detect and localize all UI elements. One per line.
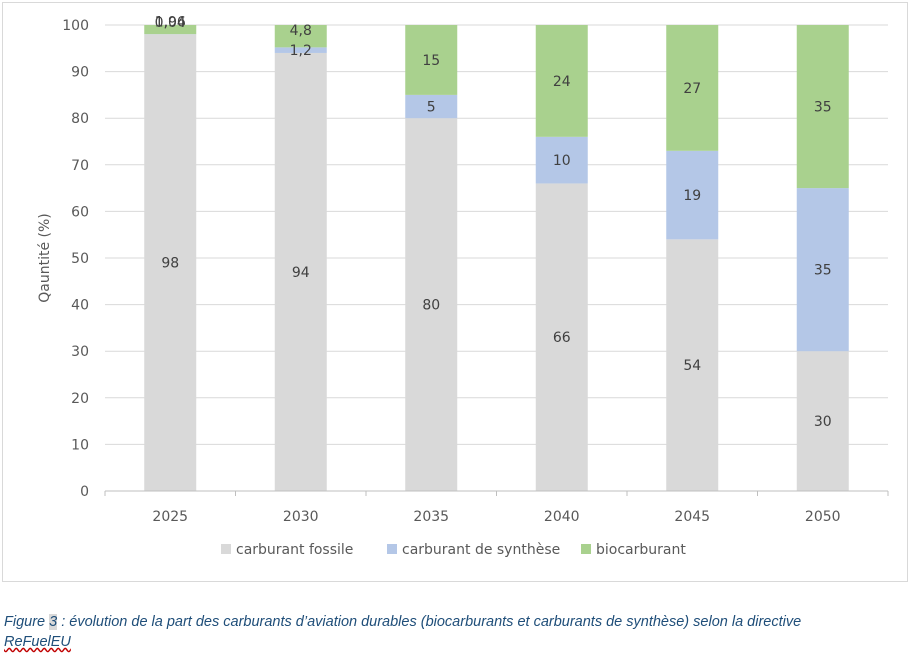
caption-directive: ReFuelEU xyxy=(4,634,71,650)
legend-swatch-2 xyxy=(581,544,591,554)
chart-frame: 98 0,04 1,96 94 1,2 4,8 80 5 15 66 10 24 54 19 27 30 35 3… xyxy=(2,2,908,582)
caption-text: : évolution de la part des carburants d’… xyxy=(57,614,802,630)
data-label: 19 xyxy=(683,188,701,204)
bar-biocarburant-2030 xyxy=(274,25,327,48)
bar-carburant-fossile-2045 xyxy=(666,239,719,491)
y-tick-label: 80 xyxy=(71,111,89,127)
y-tick-label: 50 xyxy=(71,251,89,267)
x-tick-label: 2025 xyxy=(152,509,188,525)
data-label: 54 xyxy=(683,358,701,374)
caption-prefix: Figure xyxy=(4,614,50,630)
x-tick-label: 2045 xyxy=(674,509,710,525)
data-label: 15 xyxy=(422,53,440,69)
data-label: 1,2 xyxy=(290,43,312,59)
y-tick-label: 70 xyxy=(71,158,89,174)
bar-biocarburant-2035 xyxy=(405,25,458,95)
figure-caption: Figure 3 : évolution de la part des carb… xyxy=(4,612,910,652)
data-label: 80 xyxy=(422,298,440,314)
data-label: 98 xyxy=(161,256,179,272)
y-tick-label: 100 xyxy=(62,18,89,34)
bar-carburant-de-synthèse-2030 xyxy=(274,47,327,53)
x-tick-label: 2050 xyxy=(805,509,841,525)
y-tick-label: 10 xyxy=(71,437,89,453)
bar-biocarburant-2025 xyxy=(144,25,197,35)
data-label: 35 xyxy=(814,100,832,116)
legend-label: carburant de synthèse xyxy=(402,542,560,558)
bar-carburant-fossile-2050 xyxy=(796,351,849,491)
data-label: 5 xyxy=(427,100,436,116)
bar-carburant-fossile-2030 xyxy=(274,52,327,492)
y-tick-label: 90 xyxy=(71,65,89,81)
y-axis-title: Qauntité (%) xyxy=(37,213,53,303)
data-label: 0,04 xyxy=(155,15,186,31)
data-label: 30 xyxy=(814,414,832,430)
y-tick-label: 0 xyxy=(80,484,89,500)
data-label: 24 xyxy=(553,74,571,90)
data-label: 35 xyxy=(814,263,832,279)
data-label: 27 xyxy=(683,81,701,97)
x-tick-label: 2035 xyxy=(413,509,449,525)
bar-carburant-fossile-2035 xyxy=(405,118,458,491)
legend-swatch-0 xyxy=(221,544,231,554)
legend-swatch-1 xyxy=(387,544,397,554)
bar-biocarburant-2050 xyxy=(796,25,849,189)
bar-biocarburant-2040 xyxy=(535,25,588,137)
data-label: 66 xyxy=(553,330,571,346)
bar-biocarburant-2045 xyxy=(666,25,719,151)
legend-label: carburant fossile xyxy=(236,542,353,558)
y-tick-label: 20 xyxy=(71,391,89,407)
bar-carburant-fossile-2040 xyxy=(535,183,588,491)
bar-carburant-fossile-2025 xyxy=(144,34,197,491)
legend-label: biocarburant xyxy=(596,542,686,558)
bar-carburant-de-synthèse-2035 xyxy=(405,94,458,119)
stacked-bar-chart: 98 0,041,96 94 1,2 4,8 80 5 15 66 10 24 54 19 27 30 35 3… xyxy=(37,15,889,558)
x-tick-label: 2040 xyxy=(544,509,580,525)
x-tick-label: 2030 xyxy=(283,509,319,525)
bar-carburant-de-synthèse-2045 xyxy=(666,150,719,240)
data-label: 1,96 xyxy=(155,15,186,31)
bar-carburant-de-synthèse-2050 xyxy=(796,188,849,352)
y-tick-label: 30 xyxy=(71,344,89,360)
caption-number: 3 xyxy=(49,614,58,630)
data-label: 94 xyxy=(292,265,310,281)
data-label: 4,8 xyxy=(290,23,312,39)
data-label: 10 xyxy=(553,153,571,169)
y-tick-label: 60 xyxy=(71,204,89,220)
bar-carburant-de-synthèse-2040 xyxy=(535,136,588,184)
y-tick-label: 40 xyxy=(71,298,89,314)
